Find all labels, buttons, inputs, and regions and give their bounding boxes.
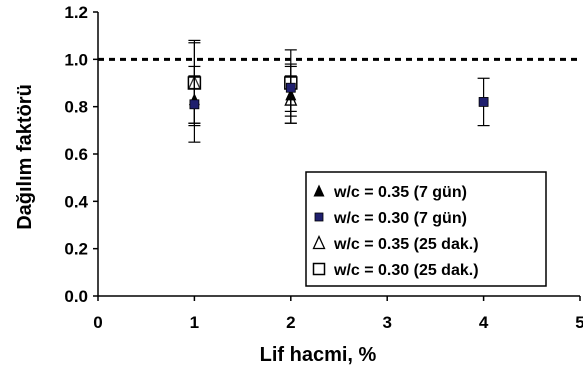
y-tick-label: 0.2 [64,240,88,259]
y-axis-title: Dağılım faktörü [14,84,36,230]
legend-marker [312,262,326,276]
x-tick-label: 2 [286,313,295,332]
x-axis-title: Lif hacmi, % [260,344,377,366]
legend-label: w/c = 0.30 (25 dak.) [333,262,479,279]
legend: w/c = 0.35 (7 gün) w/c = 0.30 (7 gün) w/c … [305,171,547,287]
data-point-square-filled [478,97,489,107]
x-tick-label: 3 [382,313,391,332]
x-tick-label: 4 [479,313,489,332]
legend-label: w/c = 0.35 (25 dak.) [333,236,479,253]
x-tick-label: 5 [575,313,583,332]
legend-label: w/c = 0.30 (7 gün) [333,210,467,227]
data-point-square-filled [285,82,296,93]
data-point-square-filled [189,99,200,110]
y-tick-label: 1.0 [64,50,88,69]
y-tick-label: 0.0 [64,287,88,306]
axis-ticks: 0.0 0.2 0.4 0.6 0.8 1.0 1.2 0 1 2 3 4 5 [64,3,583,332]
legend-marker [314,212,324,222]
y-tick-label: 0.6 [64,145,88,164]
x-tick-label: 1 [190,313,199,332]
legend-label: w/c = 0.35 (7 gün) [333,184,467,201]
y-tick-label: 0.8 [64,98,88,117]
legend-marker [313,184,325,197]
data-points [187,39,490,143]
y-tick-label: 1.2 [64,3,88,22]
legend-box [305,171,547,287]
y-tick-label: 0.4 [64,192,88,211]
legend-marker [312,234,326,250]
x-tick-label: 0 [93,313,102,332]
